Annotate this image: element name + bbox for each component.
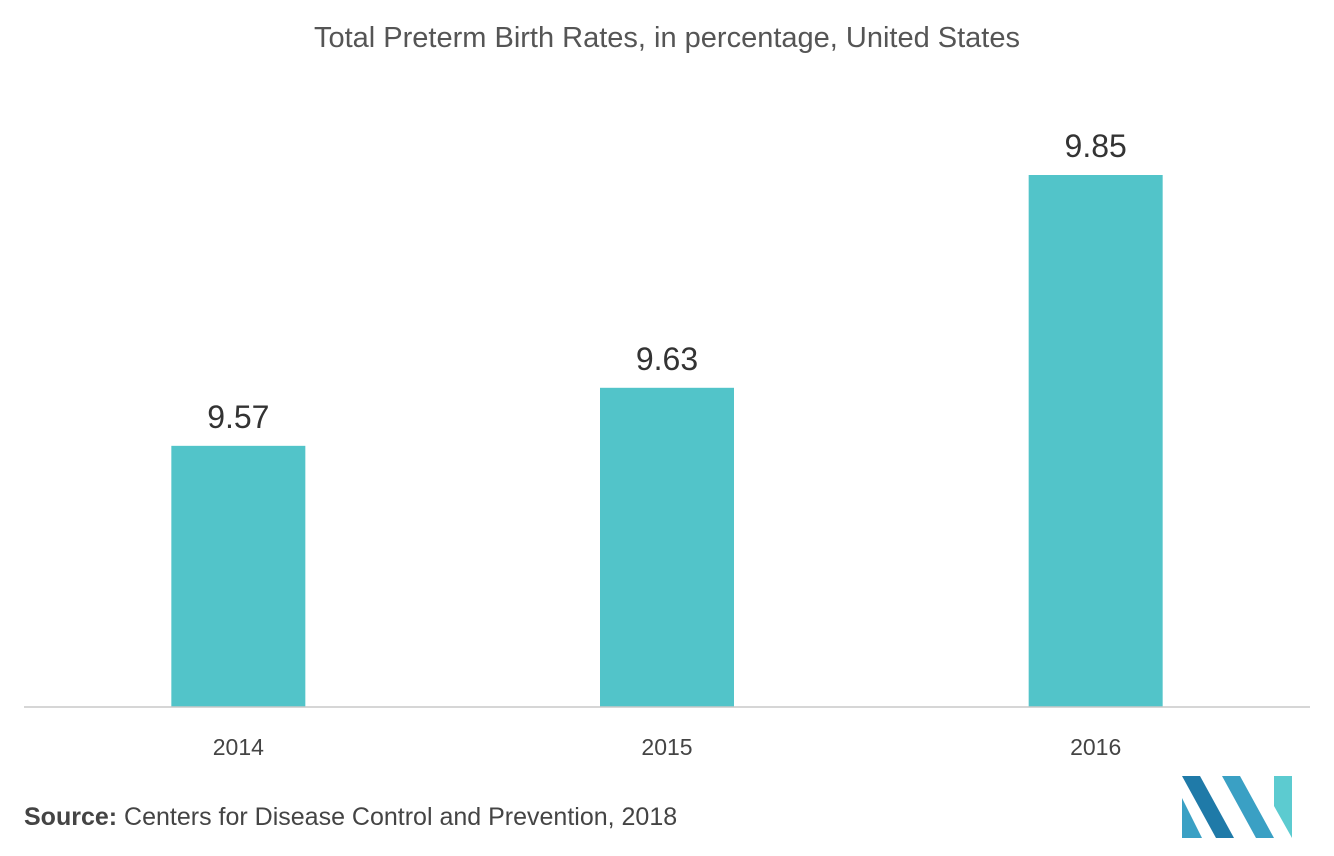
bar-chart: 2014 2015 2016 9.57 9.63 9.85	[24, 128, 1310, 760]
source-note: Source: Centers for Disease Control and …	[24, 803, 677, 832]
logo-shape-middle	[1222, 776, 1274, 838]
tick-label-2014: 2014	[213, 734, 264, 760]
source-text: Centers for Disease Control and Preventi…	[124, 803, 678, 831]
chart-title: Total Preterm Birth Rates, in percentage…	[313, 22, 1020, 54]
tick-label-2015: 2015	[641, 734, 692, 760]
data-labels-group: 9.57 9.63 9.85	[207, 128, 1127, 435]
bar-2014	[171, 445, 306, 707]
tick-label-2016: 2016	[1070, 734, 1121, 760]
mordor-logo-icon	[1182, 776, 1292, 838]
logo-shape-right	[1274, 776, 1292, 838]
bar-2016	[1028, 175, 1163, 707]
tick-labels-group: 2014 2015 2016	[213, 734, 1122, 760]
data-label-2014: 9.57	[207, 399, 269, 435]
data-label-2015: 9.63	[636, 341, 698, 377]
bar-2015	[600, 387, 734, 707]
logo-shape-left	[1182, 776, 1234, 838]
source-label: Source:	[24, 803, 118, 831]
data-label-2016: 9.85	[1065, 128, 1127, 164]
logo-shape-left-base	[1182, 798, 1202, 838]
bars-group	[171, 175, 1163, 707]
